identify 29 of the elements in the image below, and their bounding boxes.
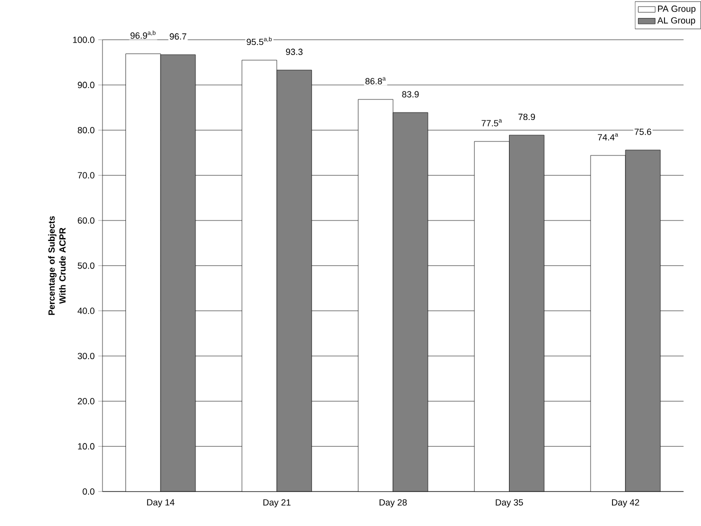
legend-label: AL Group [657, 17, 696, 26]
y-tick-label: 10.0 [78, 443, 94, 450]
y-axis-title: Percentage of Subjects With Crude ACPR [48, 216, 66, 315]
x-tick-label: Day 35 [496, 499, 523, 508]
data-label: 93.3 [286, 48, 303, 55]
data-label: 77.5$^{a}$ [482, 119, 502, 126]
y-tick-label: 70.0 [78, 172, 94, 178]
data-label: 75.6 [634, 128, 652, 135]
data-label: 95.5$^{a,b}$ [246, 36, 272, 45]
x-tick-label: Day 21 [263, 499, 290, 508]
y-tick-label: 90.0 [78, 82, 94, 88]
data-label: 78.9 [518, 114, 535, 120]
y-tick-label: 0.0 [82, 488, 94, 495]
legend-label: PA Group [658, 5, 696, 14]
y-tick-label: 30.0 [78, 352, 94, 359]
x-tick-label: Day 28 [380, 499, 407, 508]
data-label: 83.9 [402, 90, 419, 98]
y-tick-label: 100.0 [73, 36, 94, 43]
y-tick-label: 50.0 [78, 262, 94, 269]
y-tick-label: 60.0 [78, 217, 94, 224]
y-tick-label: 80.0 [78, 126, 94, 134]
y-tick-label: 20.0 [78, 398, 94, 404]
y-tick-label: 40.0 [78, 307, 94, 314]
data-label: 86.8$^{a}$ [365, 77, 386, 84]
data-label: 74.4$^{a}$ [598, 133, 618, 140]
x-tick-label: Day 42 [612, 499, 640, 508]
data-label: 96.9$^{a,b}$ [130, 30, 156, 39]
data-label: 96.7 [170, 33, 186, 40]
x-tick-label: Day 14 [147, 499, 174, 508]
